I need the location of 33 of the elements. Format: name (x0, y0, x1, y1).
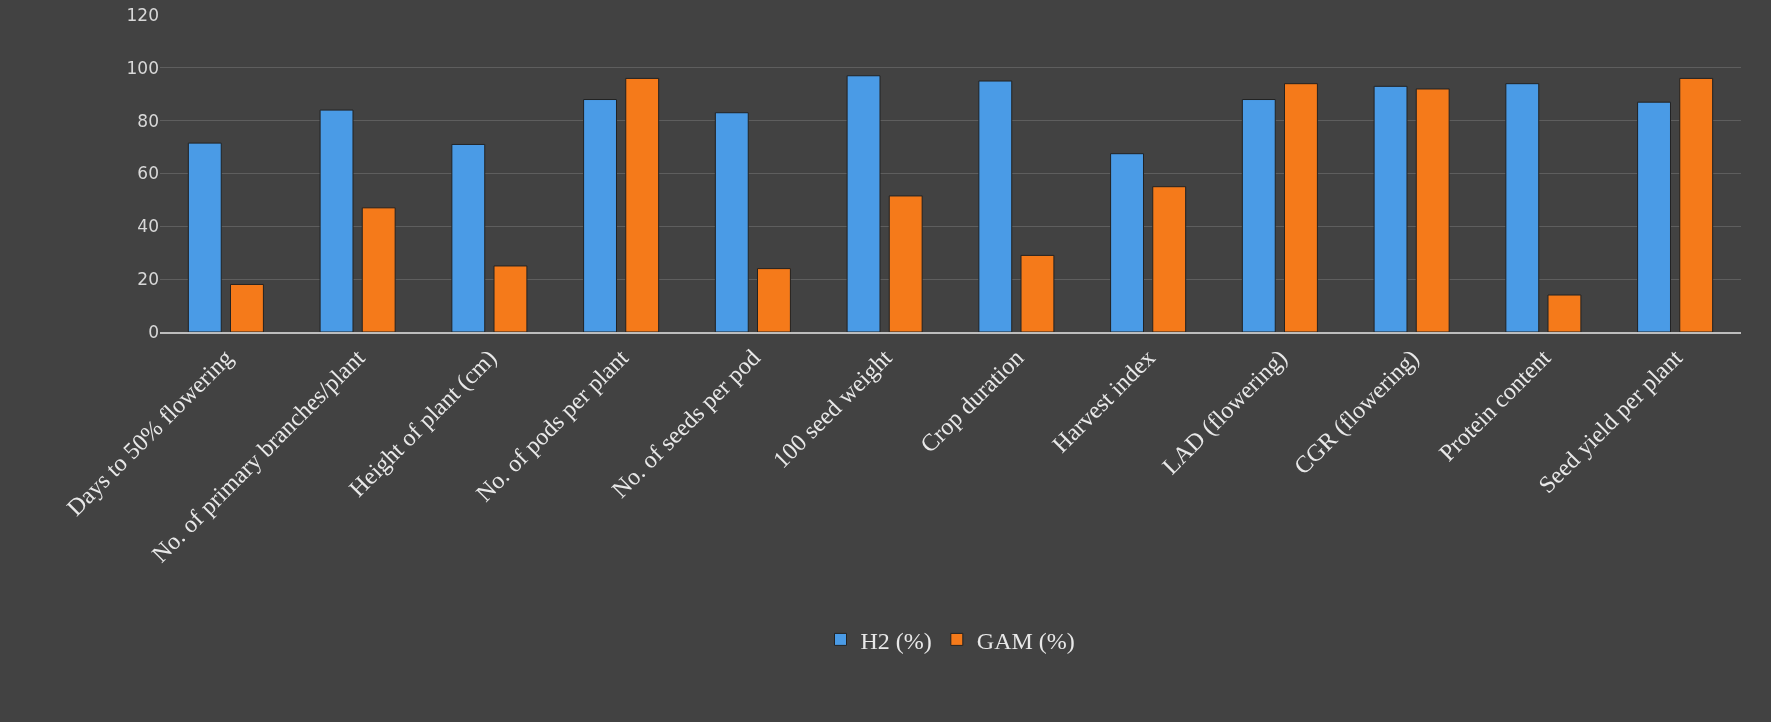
y-tick-label: 120 (126, 4, 159, 25)
bar (1547, 294, 1582, 332)
y-tick-label: 100 (126, 57, 159, 78)
legend-label: GAM (%) (976, 627, 1075, 654)
bar (625, 77, 660, 332)
bar (361, 207, 396, 332)
bar (451, 143, 486, 332)
y-tick-label: 20 (137, 269, 159, 290)
y-tick-label: 0 (148, 321, 159, 342)
bar (978, 80, 1013, 332)
bar (1284, 83, 1318, 332)
y-tick-label: 40 (137, 216, 159, 237)
bar (1505, 83, 1540, 332)
bar (1679, 77, 1714, 332)
bar (1110, 153, 1144, 332)
bar (493, 265, 528, 332)
bar (1373, 85, 1408, 332)
bar (846, 75, 881, 332)
bar (1020, 254, 1055, 332)
bar (187, 142, 222, 332)
bar (583, 99, 617, 332)
legend-label: H2 (%) (860, 627, 932, 654)
bar (1637, 101, 1671, 332)
bar (888, 195, 923, 332)
bar (1152, 186, 1187, 332)
bar (230, 283, 264, 332)
y-tick-label: 80 (137, 110, 159, 131)
bar (319, 109, 354, 332)
bar (757, 268, 791, 332)
bar (1415, 88, 1450, 332)
bar (714, 112, 749, 332)
y-tick-label: 60 (137, 163, 159, 184)
bar (1241, 99, 1276, 332)
